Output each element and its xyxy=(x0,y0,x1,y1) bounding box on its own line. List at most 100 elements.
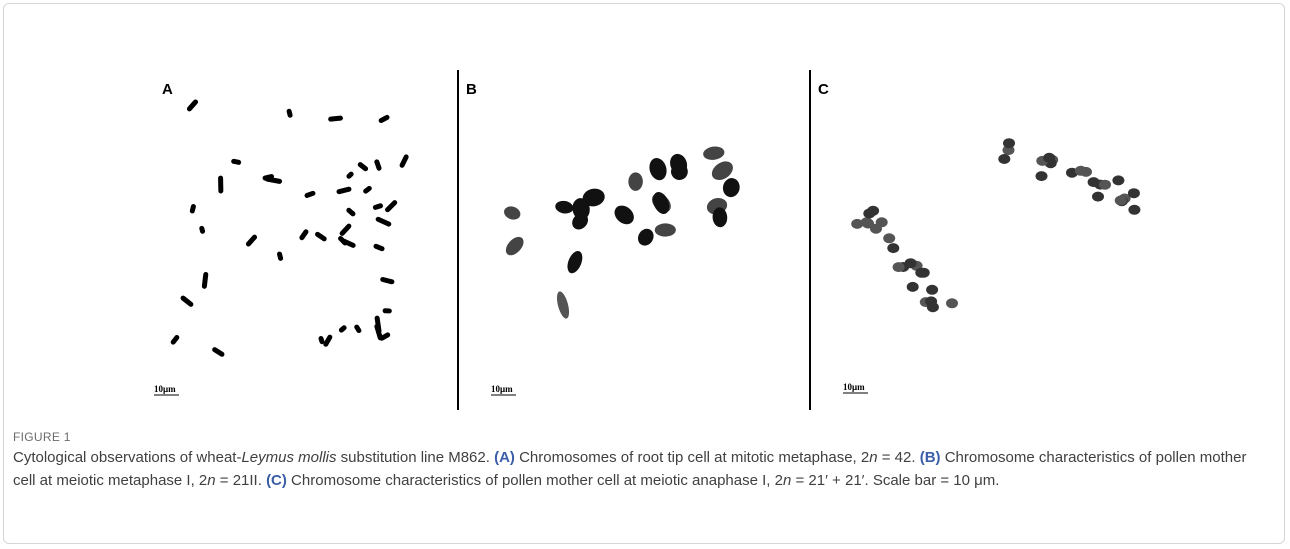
chromosome xyxy=(374,315,382,334)
chromosome xyxy=(582,188,605,207)
chromosome xyxy=(385,200,398,213)
chromosome xyxy=(1099,179,1111,190)
chromosome xyxy=(336,186,352,195)
chromosome xyxy=(722,178,740,198)
chromosome xyxy=(504,206,521,220)
chromosome xyxy=(262,174,275,181)
chromosome xyxy=(201,271,209,289)
chromosome xyxy=(555,200,574,214)
chromosome xyxy=(1043,152,1056,163)
caption-italic: n xyxy=(782,472,792,489)
chromosome xyxy=(375,216,392,227)
chromosome xyxy=(712,207,728,228)
caption-text: Chromosome characteristics of pollen mot… xyxy=(286,472,783,489)
chromosome xyxy=(304,190,316,198)
chromosome xyxy=(231,158,242,165)
chromosome xyxy=(851,218,864,229)
caption-text: = 42. xyxy=(877,449,920,466)
chromosome xyxy=(1035,171,1048,182)
chromosome xyxy=(199,225,206,234)
chromosome xyxy=(399,154,409,168)
chromosome xyxy=(892,262,905,273)
chromosome xyxy=(363,185,372,194)
chromosome xyxy=(1092,191,1104,202)
caption-panel-ref: (C) xyxy=(266,472,287,489)
chromosome xyxy=(323,334,333,347)
scale-bar-label: 10μm xyxy=(154,384,176,394)
chromosome xyxy=(212,347,225,357)
chromosome xyxy=(346,207,356,217)
chromosome xyxy=(614,205,634,225)
chromosome xyxy=(338,325,347,333)
chromosome xyxy=(372,203,383,210)
chromosome xyxy=(906,281,919,292)
chromosome xyxy=(654,223,676,237)
chromosome xyxy=(245,234,258,247)
scale-bar-label: 10μm xyxy=(843,382,865,392)
chromosome xyxy=(373,243,385,252)
chromosome xyxy=(341,238,356,248)
chromosome xyxy=(1127,188,1140,199)
caption-panel-ref: (A) xyxy=(494,449,515,466)
panel-label: B xyxy=(466,81,477,98)
chromosome xyxy=(374,159,382,171)
chromosome xyxy=(354,324,362,334)
chromosome xyxy=(670,163,688,181)
figure-frame xyxy=(3,3,1285,544)
chromosome xyxy=(328,115,343,122)
chromosome xyxy=(299,229,309,241)
chromosome xyxy=(1074,165,1087,176)
caption-italic: Leymus mollis xyxy=(241,449,337,466)
figure-label: FIGURE 1 xyxy=(13,430,71,444)
micrographs xyxy=(170,99,1141,357)
chromosome xyxy=(638,228,654,246)
chromosome xyxy=(653,192,670,214)
chromosome xyxy=(649,158,667,181)
caption-italic: n xyxy=(207,472,216,489)
figure-caption: Cytological observations of wheat-Leymus… xyxy=(13,446,1263,492)
chromosome xyxy=(883,233,896,244)
chromosome xyxy=(711,161,733,181)
chromosome xyxy=(1003,138,1015,149)
caption-text: = 21′ + 21′. Scale bar = 10 μm. xyxy=(791,472,1000,489)
caption-text: Chromosomes of root tip cell at mitotic … xyxy=(514,449,870,466)
scale-bar-label: 10μm xyxy=(491,384,513,394)
figure-image: A B C 10μm 10μm 10μm xyxy=(154,70,1141,410)
caption-text: substitution line M862. xyxy=(336,449,495,466)
chromosome xyxy=(572,213,589,230)
chromosome xyxy=(1112,175,1125,186)
caption-panel-ref: (B) xyxy=(919,449,941,466)
chromosome xyxy=(189,204,196,214)
chromosome xyxy=(318,336,325,345)
chromosome xyxy=(218,175,224,194)
chromosome xyxy=(286,108,293,118)
chromosome xyxy=(862,218,875,229)
chromosome xyxy=(572,198,590,220)
chromosome xyxy=(380,277,395,285)
chromosome xyxy=(628,172,643,191)
caption-italic: n xyxy=(869,449,878,466)
caption-text: Chromosome characteristics of pollen mot… xyxy=(13,449,1247,489)
caption-text: Cytological observations of wheat- xyxy=(13,449,242,466)
chromosome xyxy=(186,99,199,112)
chromosome xyxy=(556,291,570,319)
chromosome xyxy=(946,298,958,309)
panel-label: C xyxy=(818,81,829,98)
chromosome xyxy=(315,231,327,242)
chromosome xyxy=(339,223,352,236)
chromosome xyxy=(887,243,900,254)
caption-text: = 21II. xyxy=(215,472,267,489)
chromosome xyxy=(346,171,354,179)
chromosome xyxy=(382,308,392,314)
chromosome xyxy=(277,251,284,261)
chromosome xyxy=(567,250,583,274)
chromosome xyxy=(703,146,725,160)
chromosome xyxy=(863,208,876,219)
chromosome xyxy=(1087,177,1100,188)
chromosome xyxy=(926,302,939,313)
chromosome xyxy=(378,114,390,124)
chromosome xyxy=(926,284,939,295)
chromosome xyxy=(505,236,524,256)
panel-label: A xyxy=(162,81,173,98)
chromosome xyxy=(1114,195,1127,206)
